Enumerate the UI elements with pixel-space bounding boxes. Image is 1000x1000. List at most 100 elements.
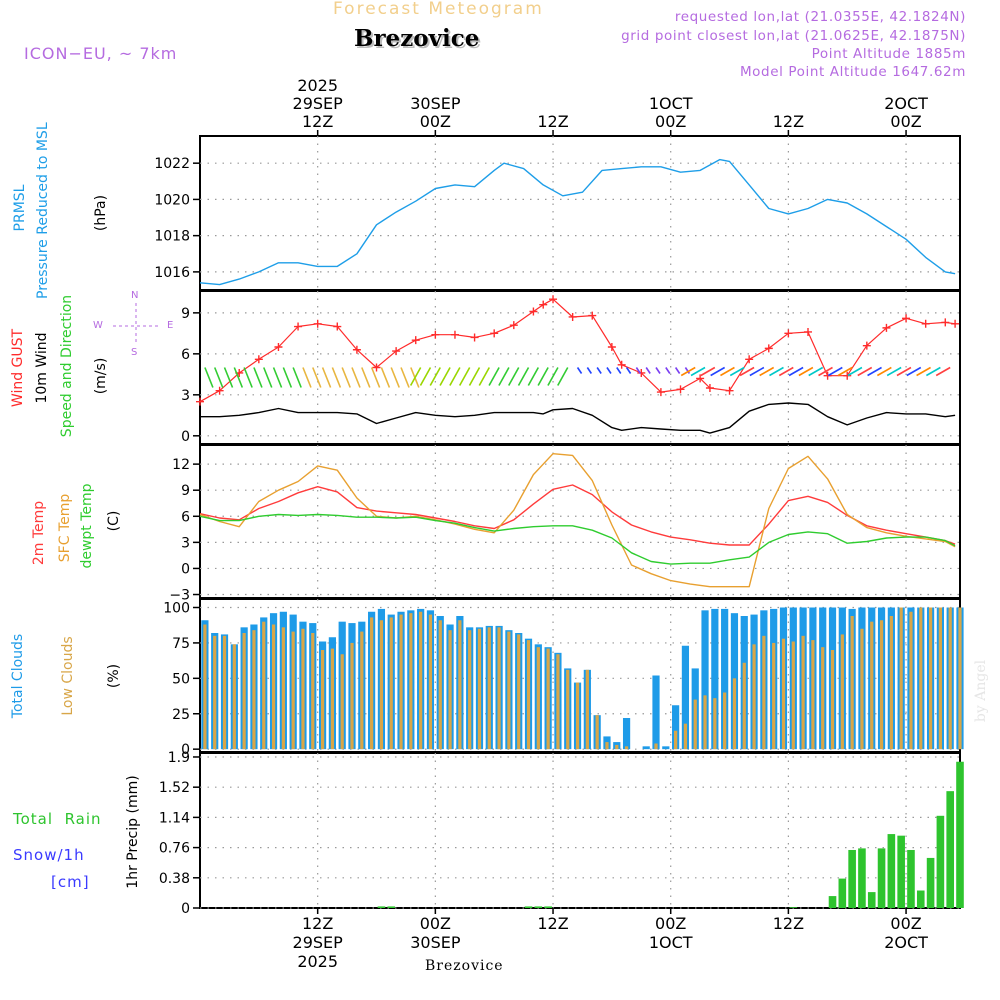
wind-arrow — [925, 366, 941, 377]
bar-total-clouds — [701, 610, 709, 750]
wind-arrow — [517, 367, 530, 386]
panel-frame — [199, 135, 961, 291]
wind-arrow — [449, 367, 461, 386]
bar-low-clouds — [850, 616, 854, 750]
wind-arrow — [547, 367, 559, 386]
panel-frame — [199, 444, 961, 599]
bar-low-clouds — [674, 730, 678, 750]
top-time-label: 12Z — [537, 112, 568, 131]
wind-arrow — [400, 367, 410, 388]
bar-low-clouds — [556, 654, 560, 750]
wind-arrow — [674, 367, 681, 374]
bar-low-clouds — [830, 650, 835, 750]
bar-low-clouds — [370, 617, 374, 750]
top-date-label: 30SEP — [410, 94, 461, 113]
y-tick-label: 3 — [181, 388, 190, 404]
y-tick-label: 0 — [181, 429, 190, 445]
wind-arrow — [312, 367, 322, 388]
wind-arrow — [243, 367, 253, 388]
wind-arrow — [508, 367, 520, 386]
bar-low-clouds — [801, 635, 805, 750]
point-altitude: Point Altitude 1885m — [811, 46, 966, 62]
gust-marker — [549, 295, 558, 304]
gust-marker — [951, 319, 960, 328]
gust-marker — [784, 329, 793, 338]
wind-arrow — [680, 366, 696, 377]
y-tick-label: 100 — [163, 601, 190, 617]
footer-location: Brezovice — [425, 958, 504, 974]
wind-arrow — [341, 367, 351, 388]
y-tick-label: 0.38 — [159, 871, 190, 887]
series-line-dewpt-temp — [199, 513, 956, 565]
wind-arrow — [606, 367, 612, 374]
bar-low-clouds — [487, 627, 491, 750]
gust-marker — [411, 336, 420, 345]
wind-arrow — [419, 367, 432, 386]
location-title: Brezovice — [354, 25, 480, 52]
bar-total-rain — [936, 815, 945, 908]
bar-total-rain — [907, 849, 915, 908]
bar-low-clouds — [575, 682, 580, 750]
wind-arrow — [739, 366, 755, 377]
top-time-label: 00Z — [420, 112, 451, 131]
bar-total-rain — [877, 848, 886, 908]
y-tick-label: 25 — [172, 707, 190, 723]
bottom-time-label: 00Z — [655, 914, 686, 933]
top-date-label: 29SEP — [293, 94, 344, 113]
bar-low-clouds — [252, 630, 256, 750]
bottom-date-label: 30SEP — [410, 933, 461, 952]
bar-low-clouds — [271, 624, 276, 750]
bar-total-clouds — [652, 675, 660, 750]
gust-marker — [941, 318, 950, 327]
bar-low-clouds — [615, 744, 619, 750]
bar-total-rain — [887, 834, 896, 908]
label-snow: Snow/1h — [13, 846, 85, 864]
bar-low-clouds — [938, 607, 942, 750]
bar-low-clouds — [958, 607, 962, 750]
bar-total-rain — [838, 878, 847, 908]
wind-arrow — [409, 367, 422, 386]
gust-marker — [843, 371, 852, 380]
bar-low-clouds — [301, 628, 305, 750]
bar-low-clouds — [624, 746, 629, 750]
bar-low-clouds — [723, 692, 727, 750]
wind-arrow — [586, 367, 593, 374]
gust-marker — [696, 374, 705, 383]
bar-total-rain — [377, 906, 386, 908]
bar-low-clouds — [360, 631, 364, 750]
y-tick-label: 1.52 — [159, 780, 190, 796]
bar-low-clouds — [419, 611, 423, 750]
bar-low-clouds — [948, 607, 952, 750]
wind-arrow — [527, 367, 540, 386]
bar-total-rain — [524, 906, 533, 908]
gust-marker — [617, 360, 626, 369]
bar-low-clouds — [870, 621, 874, 750]
wind-arrow — [292, 367, 302, 388]
gust-marker — [529, 307, 538, 316]
bar-low-clouds — [262, 621, 266, 750]
top-time-label: 12Z — [302, 112, 333, 131]
wind-arrow — [896, 366, 912, 377]
wind-arrow — [557, 367, 569, 386]
bar-total-clouds — [711, 608, 719, 750]
wind-arrow — [498, 367, 510, 386]
bottom-date-label: 1OCT — [649, 933, 693, 952]
compass-e: E — [167, 320, 174, 331]
bar-low-clouds — [242, 633, 246, 750]
y-tick-label: 12 — [172, 457, 190, 473]
wind-arrow — [576, 367, 583, 374]
bar-low-clouds — [546, 648, 550, 750]
gust-marker — [804, 327, 812, 336]
gust-marker — [490, 329, 499, 338]
bar-low-clouds — [468, 630, 472, 750]
wind-arrow — [213, 367, 224, 388]
bar-low-clouds — [654, 743, 658, 750]
panel-frame — [199, 290, 961, 445]
wind-arrow — [720, 366, 735, 377]
bar-low-clouds — [389, 617, 393, 750]
bottom-time-label: 12Z — [537, 914, 568, 933]
gust-marker — [588, 311, 597, 320]
bar-low-clouds — [693, 699, 697, 750]
wind-arrow — [690, 366, 706, 377]
bar-low-clouds — [350, 642, 354, 750]
